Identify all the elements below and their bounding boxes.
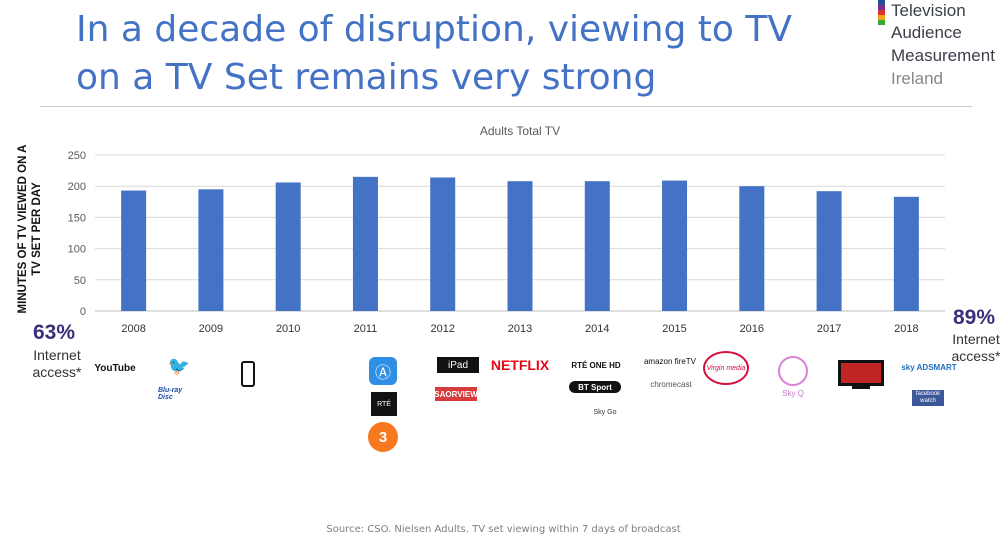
x-tick-label: 2011 bbox=[354, 323, 378, 335]
chart-title: Adults Total TV bbox=[480, 124, 560, 138]
logo-word-1: Television bbox=[891, 1, 966, 20]
logo-stripe-5 bbox=[878, 20, 885, 25]
bar-2015 bbox=[662, 180, 688, 311]
x-tick-label: 2008 bbox=[121, 323, 145, 335]
y-tick-label: 250 bbox=[68, 150, 86, 162]
y-tick-label: 0 bbox=[80, 306, 86, 318]
bar-2018 bbox=[893, 196, 919, 311]
rte-one-hd-logo: RTÉ ONE HD bbox=[571, 360, 621, 370]
youtube-logo: YouTube bbox=[94, 362, 136, 374]
x-tick-label: 2017 bbox=[817, 323, 841, 335]
sky-q-label: Sky Q bbox=[782, 388, 804, 398]
internet-access-2018-label: Internet access* bbox=[951, 331, 1001, 364]
facebook-watch-logo: facebook watch bbox=[912, 390, 944, 406]
internet-access-2008-label: Internet access* bbox=[32, 347, 82, 380]
source-note: Source: CSO. Nielsen Adults. TV set view… bbox=[326, 524, 681, 535]
logo-word-3: Measurement bbox=[891, 46, 995, 65]
x-tick-label: 2012 bbox=[430, 323, 454, 335]
rte-player-logo: RTÉ bbox=[371, 392, 397, 416]
x-tick-label: 2009 bbox=[199, 323, 223, 335]
bluray-logo: Blu-ray Disc bbox=[158, 387, 183, 401]
title-line-1: In a decade of disruption, viewing to TV bbox=[76, 9, 792, 50]
amazon-firetv-logo: amazon fireTV bbox=[643, 356, 697, 366]
x-tick-label: 2016 bbox=[740, 323, 764, 335]
bar-2016 bbox=[739, 186, 765, 311]
y-tick-label: 200 bbox=[68, 181, 86, 193]
x-tick-label: 2013 bbox=[508, 323, 532, 335]
logo-stripe-4 bbox=[878, 15, 885, 20]
logo-stripe-3 bbox=[878, 10, 885, 15]
netflix-logo: NETFLIX bbox=[490, 357, 550, 373]
y-tick-label: 150 bbox=[68, 212, 86, 224]
title-divider bbox=[40, 106, 972, 107]
y-tick-label: 50 bbox=[74, 275, 86, 287]
app-store-icon: Ⓐ bbox=[369, 357, 397, 385]
bar-2013 bbox=[507, 181, 533, 311]
internet-access-2018-percent: 89% bbox=[953, 306, 996, 329]
bt-sport-logo: BT Sport bbox=[569, 381, 621, 393]
tv-stand-icon bbox=[852, 386, 870, 389]
bar-2014 bbox=[584, 181, 610, 311]
saorview-logo: SAORVIEW bbox=[434, 387, 478, 401]
bar-2010 bbox=[275, 182, 301, 311]
sky-q-icon bbox=[778, 356, 808, 386]
slide-title: In a decade of disruption, viewing to TV… bbox=[76, 6, 856, 102]
three-player-logo: 3 bbox=[368, 422, 398, 452]
ipad-logo: iPad bbox=[437, 357, 479, 373]
logo-word-4: Ireland bbox=[891, 69, 943, 88]
title-line-2: on a TV Set remains very strong bbox=[76, 57, 657, 98]
logo-stripe-2 bbox=[878, 5, 885, 10]
virgin-media-logo: Virgin media bbox=[703, 351, 749, 385]
bar-2017 bbox=[816, 191, 842, 311]
tam-ireland-logo: Television Audience Measurement Ireland bbox=[875, 0, 1005, 95]
tv-set-icon bbox=[838, 360, 884, 386]
bar-chart: Adults Total TV 0 50 100 150 200 250 MINUTES OF… bbox=[17, 124, 945, 335]
sky-go-logo: Sky Go bbox=[593, 408, 617, 416]
x-tick-label: 2010 bbox=[276, 323, 300, 335]
logo-word-2: Audience bbox=[891, 23, 962, 42]
bar-2011 bbox=[352, 176, 378, 311]
twitter-bird-icon: 🐦 bbox=[167, 355, 191, 376]
smartphone-icon bbox=[241, 361, 255, 387]
logo-stripe-1 bbox=[878, 0, 885, 5]
bar-2012 bbox=[430, 177, 456, 311]
y-axis-label: MINUTES OF TV VIEWED ON A TV SET PER DAY bbox=[17, 145, 43, 314]
x-tick-label: 2014 bbox=[585, 323, 609, 335]
bar-2008 bbox=[121, 190, 147, 311]
sky-adsmart-logo: sky ADSMART bbox=[901, 362, 957, 372]
chromecast-logo: chromecast bbox=[650, 379, 692, 389]
y-tick-label: 100 bbox=[68, 244, 86, 256]
x-tick-label: 2015 bbox=[662, 323, 686, 335]
internet-access-2008-percent: 63% bbox=[33, 321, 76, 344]
bar-2009 bbox=[198, 189, 224, 311]
x-tick-label: 2018 bbox=[894, 323, 918, 335]
